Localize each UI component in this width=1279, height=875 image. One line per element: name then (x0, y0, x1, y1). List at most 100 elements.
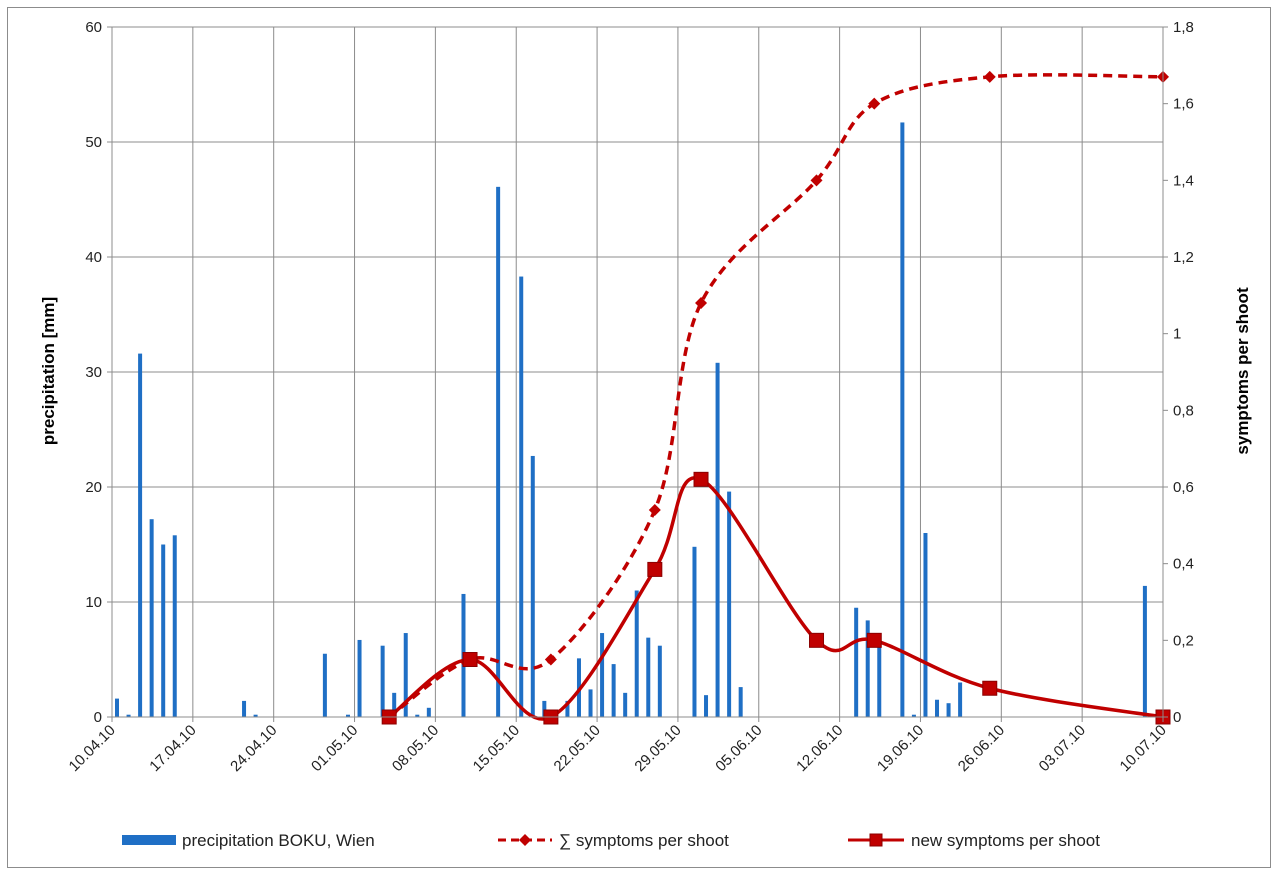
precipitation-bar (865, 620, 870, 717)
x-tick-label: 29.05.10 (631, 722, 684, 775)
new-symptoms-point (462, 652, 478, 667)
left-axis-title: precipitation [mm] (39, 297, 58, 445)
new-symptoms-point (693, 471, 709, 487)
legend-label-new: new symptoms per shoot (911, 831, 1100, 850)
sum-symptoms-line (388, 73, 1164, 719)
precipitation-bar (877, 644, 882, 717)
precipitation-bar (900, 122, 905, 717)
right-tick-label: 1,2 (1173, 249, 1194, 266)
x-tick-label: 19.06.10 (874, 722, 927, 775)
legend: precipitation BOKU, Wien ∑ symptoms per … (122, 831, 1100, 850)
precipitation-bar (426, 707, 431, 717)
x-tick-label: 03.07.10 (1036, 722, 1089, 775)
x-tick-label: 26.06.10 (955, 722, 1008, 775)
x-tick-label: 24.04.10 (227, 722, 280, 775)
legend-label-sum: ∑ symptoms per shoot (559, 831, 729, 850)
sum-symptoms-point (544, 653, 557, 666)
precipitation-bar (345, 714, 350, 717)
right-tick-label: 0,6 (1173, 479, 1194, 496)
left-axis-ticks: 0 10 20 30 40 50 60 (85, 19, 102, 726)
axes (107, 26, 1168, 722)
x-tick-label: 05.06.10 (712, 722, 765, 775)
left-tick-label: 10 (85, 594, 102, 611)
precipitation-bar (357, 639, 362, 717)
left-tick-label: 40 (85, 249, 102, 266)
right-tick-label: 0,8 (1173, 402, 1194, 419)
new-symptoms-point (809, 632, 825, 648)
new-symptoms-point (982, 680, 998, 696)
left-tick-label: 20 (85, 479, 102, 496)
precipitation-bar (923, 533, 928, 717)
legend-label-precipitation: precipitation BOKU, Wien (182, 831, 375, 850)
right-axis-title: symptoms per shoot (1233, 287, 1252, 455)
precipitation-bar (403, 633, 408, 717)
precipitation-bar (946, 703, 951, 717)
precipitation-bar (1142, 585, 1147, 717)
sum-symptoms-point (648, 504, 661, 516)
precipitation-bar (738, 687, 743, 717)
legend-swatch-sum-marker (519, 834, 531, 846)
precipitation-bar (588, 689, 593, 717)
right-tick-label: 1,8 (1173, 19, 1194, 36)
new-symptoms-line (388, 476, 1164, 721)
precipitation-bar (392, 692, 397, 717)
left-tick-label: 30 (85, 364, 102, 381)
legend-swatch-precipitation (122, 835, 176, 845)
left-tick-label: 60 (85, 19, 102, 36)
precipitation-bar (657, 645, 662, 717)
right-tick-label: 0,2 (1173, 632, 1194, 649)
x-tick-label: 12.06.10 (793, 722, 846, 775)
precipitation-bar (935, 699, 940, 717)
precipitation-bars (115, 122, 1147, 718)
sum-symptoms-point (810, 174, 823, 187)
sum-symptoms-point (983, 70, 996, 83)
precipitation-bar (911, 714, 916, 717)
x-tick-label: 08.05.10 (389, 722, 442, 775)
x-tick-label: 01.05.10 (308, 722, 361, 775)
sum-symptoms-point (868, 97, 881, 110)
x-tick-label: 17.04.10 (146, 722, 199, 775)
precipitation-bar (380, 645, 385, 717)
precipitation-bar (611, 664, 616, 717)
precipitation-bar (530, 455, 535, 717)
precipitation-bar (634, 590, 639, 717)
left-tick-label: 50 (85, 134, 102, 151)
precipitation-bar (854, 607, 859, 717)
precipitation-bar (172, 535, 177, 717)
new-symptoms-point (866, 632, 882, 648)
precipitation-bar (253, 714, 258, 717)
precipitation-bar (715, 362, 720, 717)
precipitation-bar (623, 692, 628, 717)
chart-frame (7, 7, 1271, 868)
precipitation-bar (242, 700, 247, 717)
legend-swatch-new-marker (869, 833, 883, 847)
right-tick-label: 1,6 (1173, 96, 1194, 113)
precipitation-bar (958, 682, 963, 717)
x-tick-label: 10.07.10 (1117, 722, 1170, 775)
right-tick-label: 1 (1173, 326, 1181, 343)
precipitation-bar (496, 186, 501, 718)
precipitation-bar (322, 653, 327, 717)
precipitation-bar (565, 700, 570, 717)
precipitation-bar (600, 633, 605, 717)
right-tick-label: 1,4 (1173, 172, 1194, 189)
x-tick-label: 10.04.10 (66, 722, 119, 775)
precipitation-bar (646, 637, 651, 717)
x-axis-ticks: 10.04.10 17.04.10 24.04.10 01.05.10 08.05.10… (66, 722, 1170, 775)
right-tick-label: 0,4 (1173, 556, 1194, 573)
symptom-lines (381, 70, 1171, 725)
precipitation-bar (126, 714, 131, 717)
left-tick-label: 0 (94, 709, 102, 726)
sum-symptoms-point (695, 297, 708, 309)
new-symptoms-point (647, 561, 663, 577)
precipitation-bar (704, 695, 709, 717)
precipitation-bar (519, 276, 524, 717)
precipitation-bar (149, 519, 154, 717)
precipitation-bar (415, 714, 420, 717)
precipitation-bar (115, 698, 119, 717)
x-tick-label: 22.05.10 (551, 722, 604, 775)
precipitation-bar (727, 491, 732, 717)
precipitation-bar (161, 544, 166, 717)
precipitation-bar (542, 700, 547, 717)
